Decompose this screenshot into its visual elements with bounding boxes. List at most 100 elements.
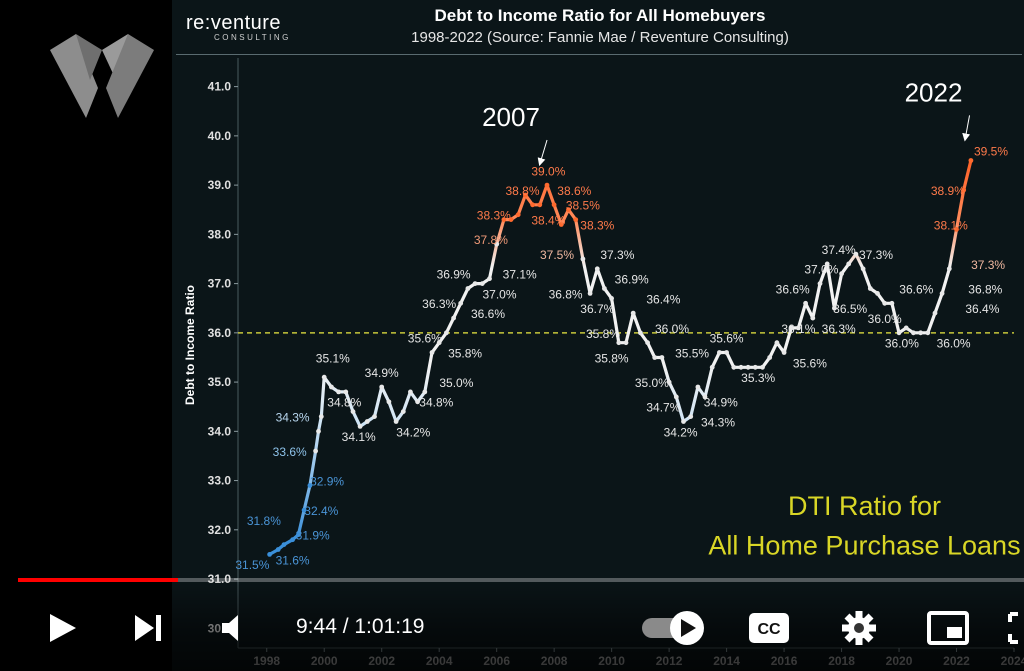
data-point bbox=[281, 542, 287, 547]
data-point bbox=[918, 330, 923, 336]
data-label: 37.5% bbox=[540, 248, 574, 262]
data-point bbox=[393, 419, 399, 424]
brand-subtitle: CONSULTING bbox=[214, 33, 291, 42]
data-label: 37.0% bbox=[482, 287, 516, 301]
y-tick-label: 37.0 bbox=[208, 277, 232, 291]
y-tick-label: 39.0 bbox=[208, 178, 232, 192]
data-point bbox=[479, 281, 485, 286]
data-label: 31.8% bbox=[247, 514, 281, 528]
data-point bbox=[580, 256, 586, 262]
miniplayer-icon[interactable] bbox=[926, 610, 970, 646]
progress-track[interactable] bbox=[18, 578, 1024, 582]
data-point bbox=[501, 217, 507, 223]
brand-logo: re:venture bbox=[186, 12, 282, 34]
data-point bbox=[810, 315, 816, 321]
data-label: 38.3% bbox=[580, 218, 614, 232]
data-point bbox=[487, 276, 492, 282]
data-point bbox=[803, 300, 808, 306]
data-point bbox=[738, 364, 744, 370]
data-point bbox=[415, 399, 420, 405]
data-point bbox=[357, 424, 363, 429]
captions-icon[interactable]: CC bbox=[748, 611, 790, 645]
data-label: 36.6% bbox=[776, 282, 810, 296]
data-label: 36.1% bbox=[781, 322, 815, 336]
data-point bbox=[551, 202, 557, 208]
chart-subtitle: 1998-2022 (Source: Fannie Mae / Reventur… bbox=[411, 29, 789, 46]
data-label: 36.4% bbox=[965, 302, 999, 316]
y-tick-label: 40.0 bbox=[208, 129, 232, 143]
data-label: 37.3% bbox=[600, 248, 634, 262]
data-point bbox=[451, 315, 456, 321]
data-label: 31.5% bbox=[235, 558, 269, 572]
callout-text: All Home Purchase Loans bbox=[708, 530, 1020, 560]
data-label: 38.5% bbox=[566, 199, 600, 213]
chart-title: Debt to Income Ratio for All Homebuyers bbox=[434, 6, 766, 25]
data-point bbox=[846, 261, 852, 267]
play-icon[interactable] bbox=[44, 610, 80, 646]
data-point bbox=[860, 266, 866, 272]
data-point bbox=[313, 448, 318, 454]
data-label: 38.8% bbox=[505, 184, 539, 198]
data-point bbox=[267, 552, 272, 557]
data-label: 35.3% bbox=[741, 371, 775, 385]
data-point bbox=[659, 355, 665, 360]
data-label: 35.6% bbox=[710, 332, 744, 346]
data-point bbox=[961, 187, 967, 193]
data-point bbox=[523, 192, 528, 198]
y-tick-label: 36.0 bbox=[208, 326, 232, 340]
data-point bbox=[630, 310, 636, 316]
data-point bbox=[932, 310, 938, 316]
data-label: 35.1% bbox=[316, 351, 350, 365]
annotation-label: 2022 bbox=[905, 77, 963, 107]
y-axis-title: Debt to Income Ratio bbox=[183, 285, 197, 405]
data-point bbox=[508, 217, 514, 223]
data-point bbox=[573, 217, 579, 223]
data-label: 31.9% bbox=[296, 529, 330, 543]
data-point bbox=[307, 483, 313, 488]
settings-icon[interactable] bbox=[840, 609, 878, 647]
captions-label: CC bbox=[757, 621, 781, 638]
data-point bbox=[616, 340, 622, 346]
data-point bbox=[781, 350, 787, 355]
data-point bbox=[817, 281, 823, 286]
autoplay-toggle-icon[interactable] bbox=[640, 610, 712, 650]
fullscreen-icon[interactable] bbox=[1006, 610, 1024, 646]
data-point bbox=[673, 394, 679, 400]
data-label: 36.5% bbox=[833, 302, 867, 316]
data-point bbox=[350, 409, 356, 414]
progress-fill[interactable] bbox=[18, 578, 178, 582]
data-point bbox=[717, 350, 722, 355]
data-point bbox=[688, 414, 694, 419]
channel-logo-icon bbox=[50, 34, 154, 118]
data-point bbox=[939, 291, 945, 296]
data-label: 36.3% bbox=[822, 322, 856, 336]
data-point bbox=[408, 389, 413, 395]
annotation-label: 2007 bbox=[482, 102, 540, 132]
data-point bbox=[968, 158, 974, 163]
data-label: 38.9% bbox=[931, 184, 965, 198]
data-point bbox=[925, 330, 931, 336]
y-tick-label: 38.0 bbox=[208, 227, 232, 241]
data-point bbox=[681, 419, 686, 424]
next-icon[interactable] bbox=[132, 612, 166, 644]
data-point bbox=[760, 364, 765, 370]
data-point bbox=[889, 300, 895, 306]
data-label: 39.5% bbox=[974, 145, 1008, 159]
volume-icon[interactable] bbox=[220, 612, 250, 644]
data-point bbox=[623, 340, 629, 346]
data-point bbox=[364, 419, 370, 424]
data-label: 36.7% bbox=[580, 302, 614, 316]
data-point bbox=[494, 241, 500, 247]
data-label: 37.4% bbox=[822, 243, 856, 257]
data-point bbox=[329, 384, 334, 390]
data-label: 36.6% bbox=[471, 307, 505, 321]
data-point bbox=[638, 330, 643, 336]
data-point bbox=[946, 266, 952, 272]
data-label: 34.2% bbox=[396, 425, 430, 439]
data-label: 35.8% bbox=[595, 351, 629, 365]
data-point bbox=[515, 212, 521, 218]
data-label: 34.7% bbox=[646, 401, 680, 415]
data-label: 36.0% bbox=[937, 337, 971, 351]
chart-panel bbox=[172, 0, 1024, 671]
data-point bbox=[594, 266, 600, 272]
